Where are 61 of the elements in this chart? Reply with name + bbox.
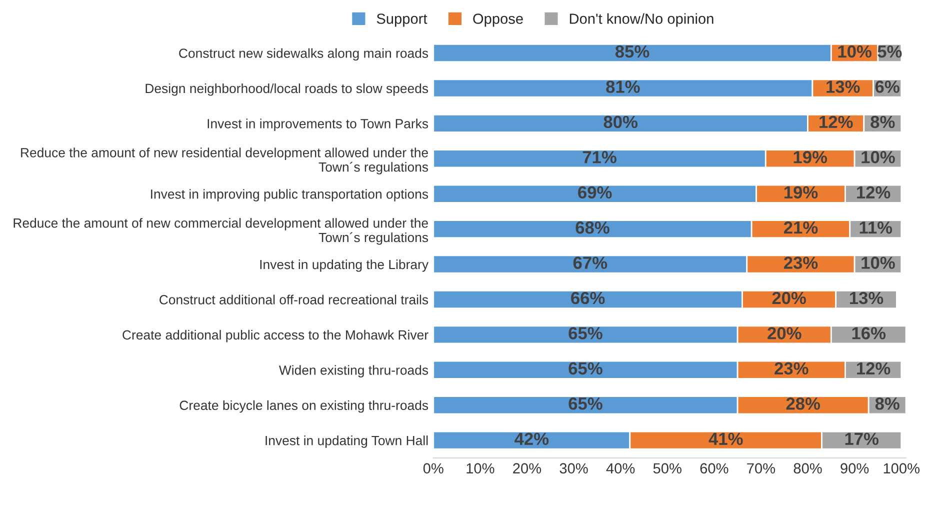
data-label: 13% xyxy=(826,80,860,93)
data-label: 12% xyxy=(857,362,890,375)
y-tick-label: Widen existing thru-roads xyxy=(278,365,428,378)
data-label: 85% xyxy=(615,45,650,58)
data-label: 65% xyxy=(568,362,602,375)
data-label: 10% xyxy=(862,151,895,164)
x-tick-label: 50% xyxy=(653,463,682,474)
data-label: 65% xyxy=(568,327,602,340)
data-label: 68% xyxy=(576,221,610,234)
data-label: 12% xyxy=(857,186,890,198)
y-tick-label: Construct additional off-road recreational trails xyxy=(160,294,428,304)
x-tick-label: 30% xyxy=(560,463,588,474)
x-tick-label: 90% xyxy=(840,463,869,474)
data-label: 10% xyxy=(862,256,895,269)
data-label: 21% xyxy=(784,221,818,234)
data-label: 8% xyxy=(870,116,895,128)
y-tick-label: Reduce the amount of new commercial development allowed under the Town´s regulations xyxy=(14,218,428,245)
data-label: 13% xyxy=(850,292,884,304)
data-label: 66% xyxy=(571,292,605,304)
y-tick-label: Reduce the amount of new residential development allowed under the Town´s regulations xyxy=(21,148,428,174)
data-label: 16% xyxy=(852,327,886,340)
data-label: 10% xyxy=(838,45,872,58)
y-tick-label: Invest in improving public transportation options xyxy=(151,189,428,202)
data-label: 81% xyxy=(606,80,640,93)
y-tick-label: Create bicycle lanes on existing thru-roads xyxy=(180,400,428,413)
x-tick-label: 70% xyxy=(747,463,776,474)
data-label: 6% xyxy=(875,80,900,93)
x-tick-label: 0% xyxy=(423,463,444,474)
data-label: 23% xyxy=(774,362,808,375)
x-tick-label: 10% xyxy=(466,463,494,474)
legend-label: Oppose xyxy=(473,14,523,27)
data-label: 80% xyxy=(604,116,638,128)
data-label: 65% xyxy=(568,397,602,410)
data-label: 19% xyxy=(794,151,828,164)
y-tick-label: Create additional public access to the Mohawk River xyxy=(122,330,428,342)
x-tick-label: 60% xyxy=(700,463,728,474)
data-label: 19% xyxy=(784,186,818,199)
legend-label: Support xyxy=(376,14,428,27)
data-label: 8% xyxy=(875,397,900,410)
data-label: 20% xyxy=(772,292,806,304)
y-tick-label: Construct new sidewalks along main roads xyxy=(179,48,428,61)
data-label: 23% xyxy=(784,256,818,269)
y-tick-label: Invest in updating Town Hall xyxy=(266,436,428,448)
data-label: 69% xyxy=(578,186,612,199)
data-label: 41% xyxy=(708,432,743,445)
data-label: 67% xyxy=(573,256,608,269)
data-label: 42% xyxy=(514,432,549,445)
x-tick-label: 80% xyxy=(794,463,822,474)
x-tick-label: 40% xyxy=(606,463,635,474)
x-tick-label: 20% xyxy=(513,463,542,474)
data-label: 71% xyxy=(582,151,616,164)
y-tick-label: Invest in updating the Library xyxy=(260,260,428,272)
y-tick-label: Design neighborhood/local roads to slow speeds xyxy=(146,83,428,96)
legend-label: Don't know/No opinion xyxy=(570,13,714,27)
data-label: 17% xyxy=(845,432,879,445)
data-label: 28% xyxy=(786,397,820,410)
data-label: 12% xyxy=(820,116,853,128)
data-label: 20% xyxy=(768,327,802,340)
x-tick-label: 100% xyxy=(884,463,920,474)
y-tick-label: Invest in improvements to Town Parks xyxy=(208,118,428,131)
data-label: 11% xyxy=(860,221,892,234)
